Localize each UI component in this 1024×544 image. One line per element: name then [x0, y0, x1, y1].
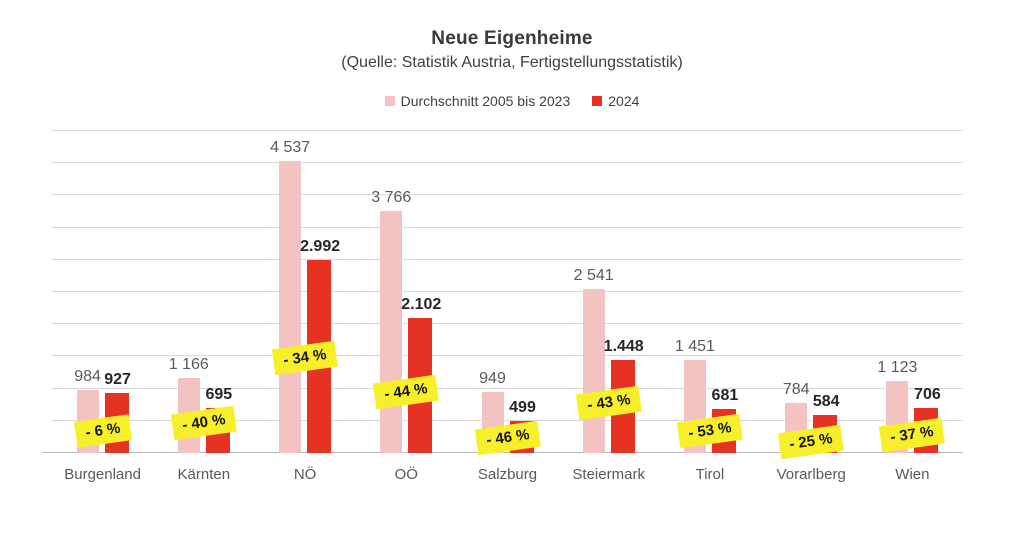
value-label-average: 2 541 [573, 267, 614, 285]
value-label-average: 4 537 [270, 138, 311, 156]
bar-average-Steiermark [582, 289, 605, 453]
gridline [52, 291, 963, 292]
chart-subtitle: (Quelle: Statistik Austria, Fertigstellu… [341, 54, 683, 71]
value-label-2024: 706 [914, 385, 941, 403]
category-label-Wien: Wien [895, 466, 930, 483]
chart-title: Neue Eigenheime [431, 28, 593, 49]
category-label-Vorarlberg: Vorarlberg [776, 466, 846, 483]
legend-item-average: Durchschnitt 2005 bis 2023 [384, 93, 571, 109]
category-label-OÖ: OÖ [394, 466, 418, 483]
category-label-NÖ: NÖ [293, 466, 317, 483]
gridline [52, 323, 963, 325]
legend-label-average: Durchschnitt 2005 bis 2023 [400, 93, 571, 109]
value-label-2024: 681 [711, 387, 739, 405]
chart-legend: Durchschnitt 2005 bis 2023 2024 [0, 93, 1024, 109]
value-label-2024: 1.448 [603, 337, 644, 355]
gridline [52, 194, 963, 196]
bar-average-NÖ [279, 160, 302, 453]
value-label-average: 784 [782, 380, 810, 398]
category-label-Steiermark: Steiermark [572, 466, 645, 483]
legend-label-2024: 2024 [608, 93, 640, 109]
gridline [52, 258, 963, 260]
bar-average-OÖ [380, 210, 403, 453]
value-label-2024: 927 [104, 371, 131, 389]
legend-swatch-2024-icon [592, 96, 603, 106]
category-label-Tirol: Tirol [695, 466, 725, 483]
gridline [52, 226, 963, 228]
value-label-2024: 499 [509, 398, 536, 416]
plot-area: 984 927- 6 % Burgenland 1 166 695- 40 % Kärnt… [42, 130, 963, 483]
legend-item-2024: 2024 [592, 93, 639, 109]
gridline [52, 419, 963, 421]
gridline [52, 387, 963, 389]
value-label-2024: 584 [812, 393, 840, 411]
value-label-average: 949 [479, 369, 506, 387]
value-label-2024: 695 [205, 386, 233, 404]
category-label-Burgenland: Burgenland [64, 466, 141, 483]
value-label-average: 1 166 [168, 355, 209, 373]
gridline [52, 355, 963, 357]
value-label-2024: 2.992 [300, 238, 341, 256]
category-label-Kärnten: Kärnten [177, 466, 231, 483]
value-label-average: 3 766 [371, 188, 412, 206]
value-label-average: 1 123 [877, 358, 918, 376]
gridline [52, 130, 963, 131]
category-label-Salzburg: Salzburg [477, 466, 538, 483]
value-label-average: 984 [74, 367, 101, 385]
legend-swatch-average-icon [384, 96, 395, 106]
gridline [52, 162, 963, 164]
value-label-2024: 2.102 [401, 295, 442, 313]
value-label-average: 1 451 [674, 337, 715, 355]
